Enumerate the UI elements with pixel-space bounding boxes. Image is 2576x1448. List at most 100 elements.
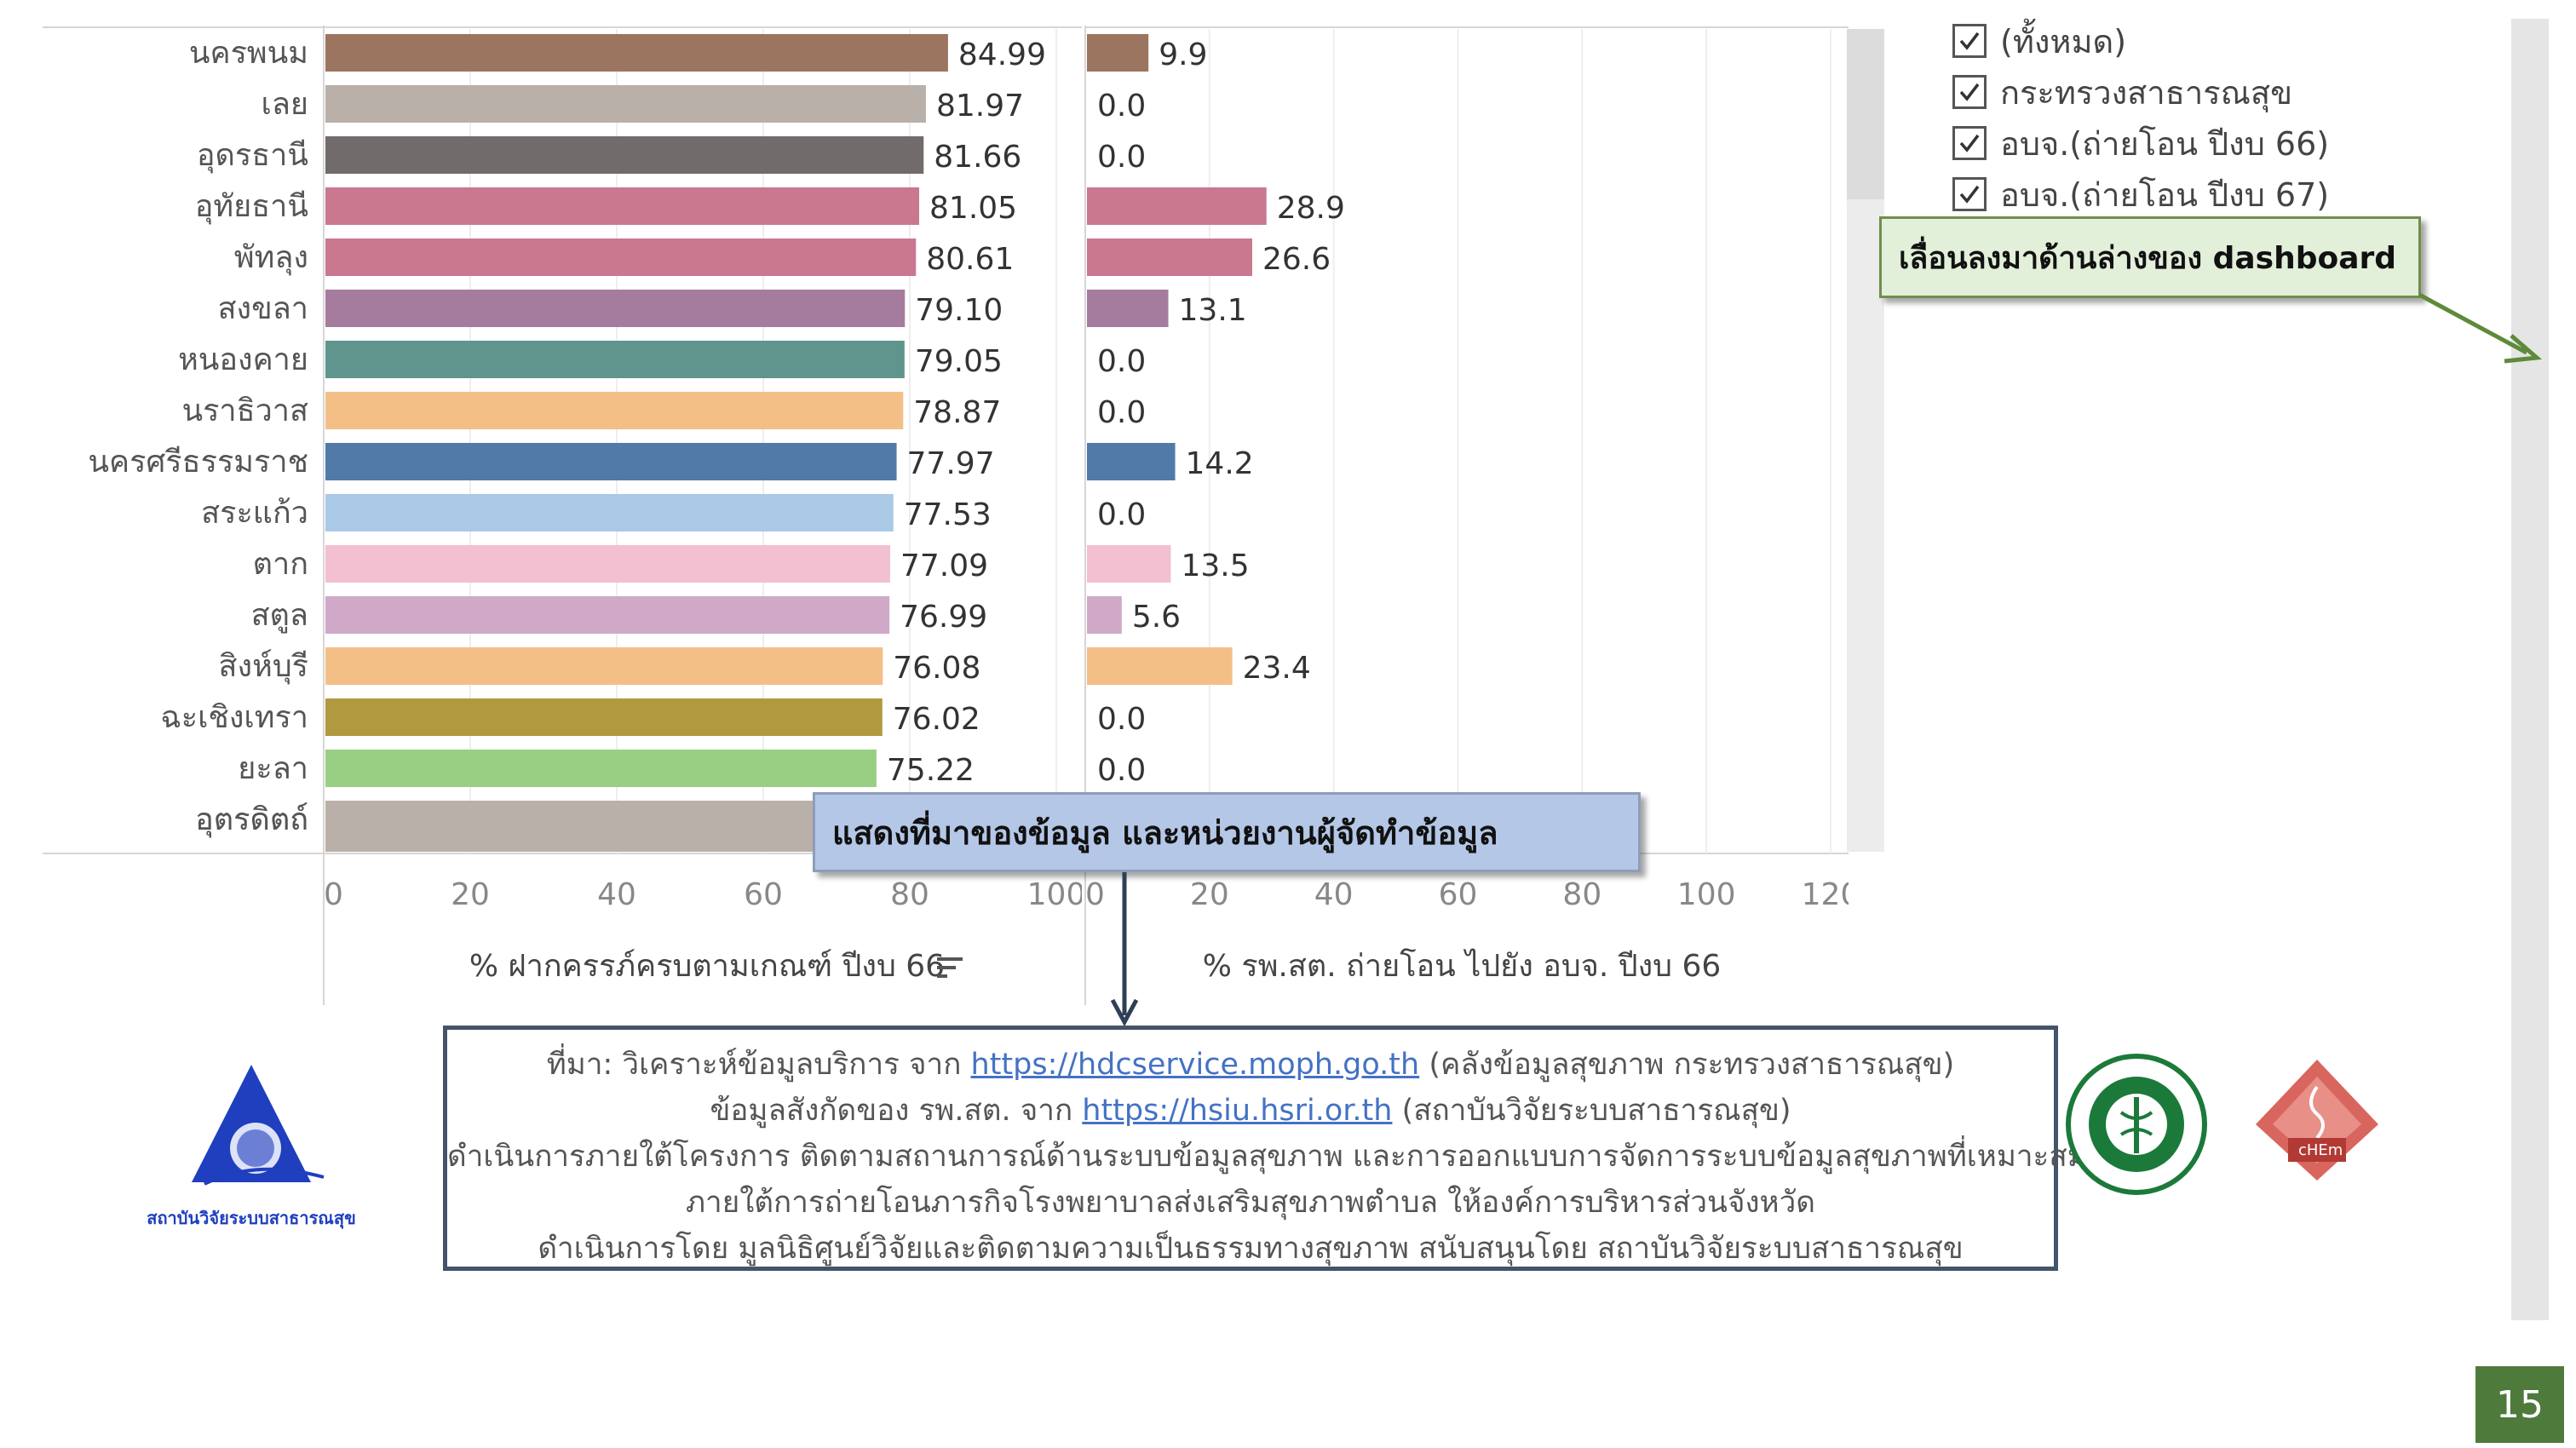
data-label: 13.5 xyxy=(1181,549,1249,583)
bar[interactable] xyxy=(1087,290,1169,327)
checkmark-icon xyxy=(1959,185,1980,204)
bar[interactable] xyxy=(325,341,905,378)
hsiu-link[interactable]: https://hsiu.hsri.or.th xyxy=(1082,1094,1393,1128)
hem-logo: cHEm xyxy=(2249,1056,2385,1184)
bar[interactable] xyxy=(325,647,883,685)
filter-item-moph[interactable]: กระทรวงสาธารณสุข xyxy=(1952,66,2292,118)
filter-label: อบจ.(ถ่ายโอน ปีงบ 66) xyxy=(2000,124,2330,163)
category-label: สิงห์บุรี xyxy=(219,649,308,685)
data-label: 0.0 xyxy=(1097,395,1146,430)
filter-item-pao-67[interactable]: อบจ.(ถ่ายโอน ปีงบ 67) xyxy=(1952,169,2329,220)
category-label: นครศรีธรรมราช xyxy=(88,445,308,480)
data-label: 81.66 xyxy=(934,140,1021,175)
category-label: อุดรธานี xyxy=(197,138,308,174)
page-number: 15 xyxy=(2475,1366,2564,1443)
category-label: ฉะเชิงเทรา xyxy=(160,700,308,735)
category-label: ยะลา xyxy=(238,751,308,786)
data-label: 0.0 xyxy=(1097,89,1146,124)
bar[interactable] xyxy=(325,494,894,532)
data-label: 81.05 xyxy=(929,191,1017,226)
bar[interactable] xyxy=(1087,238,1252,276)
tick-label: 40 xyxy=(597,877,636,912)
data-label: 79.05 xyxy=(915,344,1003,379)
moph-seal-icon xyxy=(2066,1054,2207,1195)
bar[interactable] xyxy=(325,545,890,583)
bar[interactable] xyxy=(325,187,920,225)
sort-icon[interactable] xyxy=(934,951,968,985)
data-label: 26.6 xyxy=(1262,242,1331,277)
bar[interactable] xyxy=(1087,443,1176,480)
tick-label: 100 xyxy=(1677,877,1736,912)
data-label: 79.10 xyxy=(915,293,1003,328)
data-label: 9.9 xyxy=(1159,37,1207,72)
checkbox[interactable] xyxy=(1952,75,1987,109)
category-label: หนองคาย xyxy=(178,342,308,377)
bar[interactable] xyxy=(325,392,904,429)
tick-label: 60 xyxy=(744,877,783,912)
bar[interactable] xyxy=(1087,34,1149,72)
bar[interactable] xyxy=(325,443,897,480)
data-label: 76.02 xyxy=(893,702,980,737)
bar[interactable] xyxy=(325,136,924,174)
tick-label: 0 xyxy=(1085,877,1105,912)
checkbox[interactable] xyxy=(1952,177,1987,211)
data-label: 0.0 xyxy=(1097,702,1146,737)
bar[interactable] xyxy=(325,596,890,634)
checkmark-icon xyxy=(1959,32,1980,50)
source-line-5: ดำเนินการโดย มูลนิธิศูนย์วิจัยและติดตามค… xyxy=(538,1232,1964,1266)
data-label: 5.6 xyxy=(1132,600,1181,635)
source-tip-text: แสดงที่มาของข้อมูล และหน่วยงานผู้จัดทำข้… xyxy=(832,813,1498,852)
source-text: ที่มา: วิเคราะห์ข้อมูลบริการ จาก xyxy=(546,1048,971,1082)
hsri-logo: สถาบันวิจัยระบบสาธารณสุข xyxy=(128,1056,375,1228)
bar[interactable] xyxy=(325,750,877,787)
hem-text: cHEm xyxy=(2298,1141,2343,1159)
category-label: เลย xyxy=(262,87,308,122)
checkbox[interactable] xyxy=(1952,24,1987,58)
tick-label: 0 xyxy=(324,877,343,912)
data-label: 76.99 xyxy=(900,600,987,635)
chart-transfer-percent: 0 20 40 60 80 100 120 9.9 0.0 0.0 28.9 26.6 13.1 0.0 0… xyxy=(1084,26,1849,1005)
bar[interactable] xyxy=(325,698,883,736)
bar[interactable] xyxy=(1087,187,1267,225)
bar[interactable] xyxy=(325,238,917,276)
category-label: นราธิวาส xyxy=(181,394,308,428)
bar[interactable] xyxy=(1087,545,1171,583)
data-label: 0.0 xyxy=(1097,753,1146,788)
bar[interactable] xyxy=(325,34,948,72)
data-label: 0.0 xyxy=(1097,344,1146,379)
page-scrollbar[interactable] xyxy=(2511,19,2549,1320)
arrow-down-icon xyxy=(1110,872,1139,1027)
chart-anc-percent: 0 20 40 60 80 100 นครพนม 84.99 เลย 81.97 อุดรธานี 8… xyxy=(43,26,1082,1005)
checkbox[interactable] xyxy=(1952,126,1987,160)
category-label: อุตรดิตถ์ xyxy=(195,802,308,838)
category-label: สระแก้ว xyxy=(201,496,308,531)
hdc-link[interactable]: https://hdcservice.moph.go.th xyxy=(970,1048,1420,1082)
data-label: 80.61 xyxy=(926,242,1014,277)
source-box: ที่มา: วิเคราะห์ข้อมูลบริการ จาก https:/… xyxy=(443,1026,2087,1271)
bar[interactable] xyxy=(325,290,906,327)
source-text: (คลังข้อมูลสุขภาพ กระทรวงสาธารณสุข) xyxy=(1419,1048,1955,1082)
bar[interactable] xyxy=(1087,647,1233,685)
filter-label: กระทรวงสาธารณสุข xyxy=(2000,73,2293,112)
tick-label: 100 xyxy=(1027,877,1082,912)
source-tip-callout: แสดงที่มาของข้อมูล และหน่วยงานผู้จัดทำข้… xyxy=(813,792,1641,872)
filter-item-pao-66[interactable]: อบจ.(ถ่ายโอน ปีงบ 66) xyxy=(1952,118,2329,169)
bar[interactable] xyxy=(1087,596,1122,634)
checkmark-icon xyxy=(1959,83,1980,101)
source-text: (สถาบันวิจัยระบบสาธารณสุข) xyxy=(1392,1094,1791,1128)
axis-title: % รพ.สต. ถ่ายโอน ไปยัง อบจ. ปีงบ 66 xyxy=(1203,948,1722,984)
tick-label: 120 xyxy=(1802,877,1849,912)
filter-item-all[interactable]: (ทั้งหมด) xyxy=(1952,15,2126,66)
data-label: 28.9 xyxy=(1277,191,1345,226)
source-line-1: ที่มา: วิเคราะห์ข้อมูลบริการ จาก https:/… xyxy=(447,1042,2054,1088)
data-label: 77.09 xyxy=(900,549,988,583)
hem-diamond-icon xyxy=(2256,1060,2378,1181)
bar[interactable] xyxy=(325,85,926,123)
scroll-tip-callout: เลื่อนลงมาด้านล่างของ dashboard xyxy=(1879,216,2421,298)
data-label: 23.4 xyxy=(1243,651,1311,686)
bar[interactable] xyxy=(325,801,875,852)
data-label: 14.2 xyxy=(1186,446,1254,481)
chart-scroll-thumb[interactable] xyxy=(1847,29,1884,199)
category-label: พัทลุง xyxy=(234,240,308,276)
data-label: 77.97 xyxy=(907,446,995,481)
